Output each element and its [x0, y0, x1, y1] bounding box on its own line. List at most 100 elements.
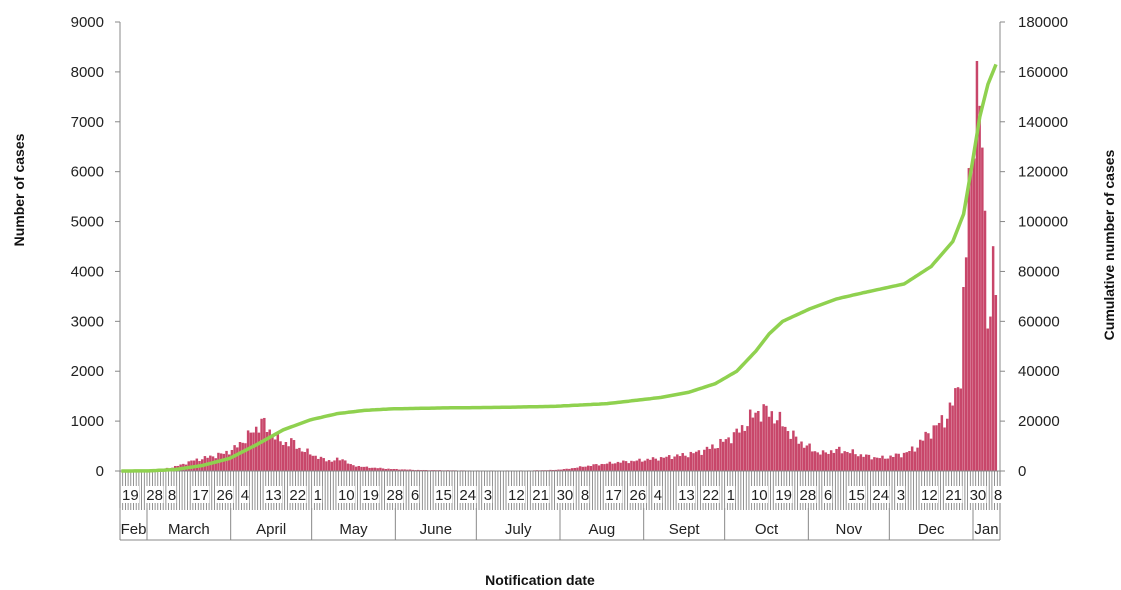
case-bar — [616, 461, 620, 471]
case-bar — [354, 466, 358, 471]
case-bar — [227, 454, 231, 471]
day-label: 26 — [629, 487, 646, 504]
case-bar — [578, 466, 582, 471]
case-bar — [811, 451, 814, 471]
day-label-bg — [628, 486, 647, 503]
date-axis: 19 28 8 17 26 4 13 22 1 10 19 28 6 15 24 3 12 21 30 8 17 26 4 1… — [119, 22, 1003, 541]
case-bar — [581, 466, 585, 471]
case-bar — [595, 464, 598, 471]
case-bar — [422, 469, 425, 471]
case-bar — [975, 60, 979, 471]
case-bar — [705, 446, 709, 471]
month-label: April — [256, 521, 286, 538]
case-bar — [592, 464, 595, 471]
case-bar — [956, 387, 960, 471]
case-bar — [673, 456, 676, 471]
case-bar — [940, 415, 944, 471]
left-tick-label: 6000 — [71, 164, 104, 181]
day-label: 1 — [314, 487, 322, 504]
case-bar — [389, 469, 393, 471]
case-bar — [635, 460, 639, 471]
right-tick-label: 140000 — [1018, 114, 1068, 131]
day-label: 28 — [800, 487, 817, 504]
case-bar — [662, 457, 666, 471]
case-bar — [322, 458, 325, 471]
case-bar — [676, 454, 679, 471]
case-bar — [886, 458, 890, 471]
case-bar — [816, 452, 819, 471]
case-bar — [694, 451, 698, 471]
case-bar — [978, 105, 981, 471]
day-label: 21 — [532, 487, 549, 504]
case-bar — [387, 468, 390, 471]
day-label: 4 — [654, 487, 662, 504]
day-label: 19 — [775, 487, 792, 504]
case-bar — [292, 440, 296, 471]
case-bar — [854, 454, 857, 471]
day-label: 1 — [727, 487, 735, 504]
case-bar — [365, 466, 369, 471]
case-bar — [913, 451, 917, 471]
case-bar — [859, 454, 863, 471]
case-bar — [263, 417, 266, 471]
case-bar — [994, 295, 998, 471]
y-axis-title: Number of cases — [11, 133, 27, 246]
case-bar — [230, 449, 234, 471]
case-bar — [643, 460, 647, 471]
case-bar — [703, 449, 706, 471]
case-bar — [403, 469, 406, 471]
case-bar — [357, 466, 361, 471]
case-bar — [557, 469, 560, 471]
case-bar — [622, 460, 625, 471]
case-bar — [840, 453, 844, 471]
right-tick-label: 120000 — [1018, 164, 1068, 181]
right-tick-label: 60000 — [1018, 313, 1060, 330]
day-label-bg — [895, 486, 906, 503]
case-bar — [797, 443, 801, 471]
day-label-bg — [555, 486, 574, 503]
case-bar — [352, 465, 355, 471]
case-bar — [867, 454, 871, 471]
case-bar — [411, 469, 415, 471]
case-bar — [300, 451, 304, 471]
case-bar — [851, 449, 855, 471]
case-bar — [624, 461, 628, 471]
day-label-bg — [215, 486, 234, 503]
case-bar — [654, 458, 657, 471]
case-bar — [279, 441, 282, 471]
case-bar — [802, 447, 806, 471]
case-bar — [897, 453, 900, 471]
case-bar — [805, 445, 809, 471]
day-label-bg — [239, 486, 250, 503]
case-bar — [400, 469, 404, 471]
case-bar — [735, 428, 738, 471]
case-bar — [784, 426, 787, 471]
case-bar — [233, 445, 236, 471]
case-bar — [951, 405, 954, 471]
day-label-bg — [458, 486, 477, 503]
day-label-bg — [409, 486, 420, 503]
day-label-bg — [604, 486, 623, 503]
case-bar — [276, 432, 280, 471]
case-bar — [570, 468, 574, 471]
day-label: 30 — [970, 487, 987, 504]
case-bar — [584, 466, 587, 471]
case-bar — [730, 443, 733, 471]
day-label-bg — [749, 486, 768, 503]
case-bar — [406, 469, 409, 471]
case-bar — [265, 432, 269, 471]
case-bar — [640, 461, 644, 471]
case-bar — [290, 438, 293, 471]
case-bar — [665, 456, 668, 471]
case-bar — [873, 457, 876, 471]
day-label: 24 — [459, 487, 476, 504]
day-label: 6 — [824, 487, 832, 504]
case-bar — [597, 465, 601, 471]
day-label-bg — [992, 486, 1003, 503]
case-bar — [964, 257, 968, 471]
case-bar — [759, 421, 763, 471]
case-bar — [719, 438, 722, 471]
case-bar — [935, 425, 938, 471]
case-bar — [222, 453, 226, 471]
right-tick-label: 0 — [1018, 463, 1026, 480]
